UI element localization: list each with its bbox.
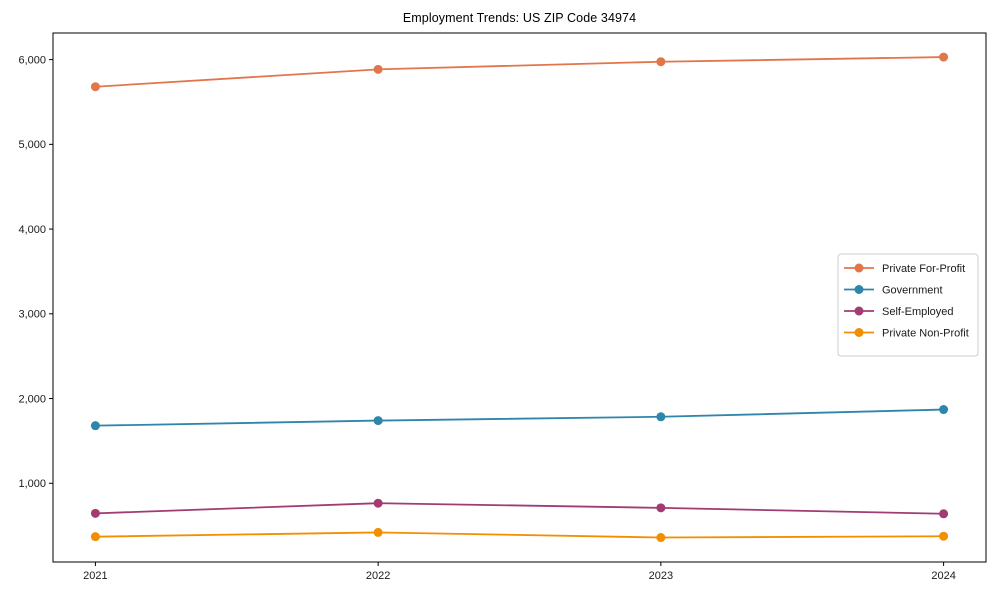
y-tick-label: 3,000 bbox=[18, 309, 46, 321]
y-tick-label: 5,000 bbox=[18, 139, 46, 151]
chart-title: Employment Trends: US ZIP Code 34974 bbox=[402, 11, 637, 25]
data-point-private-non-profit bbox=[939, 531, 949, 541]
series-line-self-employed bbox=[95, 502, 944, 515]
plot-border bbox=[52, 32, 987, 563]
x-tick-label: 2022 bbox=[366, 570, 390, 582]
data-point-private-non-profit bbox=[656, 533, 666, 543]
y-tick-label: 4,000 bbox=[18, 224, 46, 236]
series-line-government bbox=[95, 408, 944, 427]
data-point-government bbox=[656, 412, 666, 422]
y-tick-label: 2,000 bbox=[18, 393, 46, 405]
x-tick-label: 2021 bbox=[83, 570, 107, 582]
legend-label-government: Government bbox=[882, 284, 943, 296]
data-point-government bbox=[373, 416, 383, 426]
y-tick-label: 1,000 bbox=[18, 478, 46, 490]
data-point-self-employed bbox=[90, 508, 100, 518]
data-point-private-for-profit bbox=[656, 57, 666, 67]
data-point-self-employed bbox=[656, 503, 666, 513]
legend-label-private-for-profit: Private For-Profit bbox=[882, 263, 965, 275]
data-point-private-for-profit bbox=[939, 52, 949, 62]
legend-box bbox=[837, 253, 979, 357]
legend-marker-icon-government bbox=[854, 285, 864, 294]
data-point-private-non-profit bbox=[373, 527, 383, 537]
y-tick-label: 6,000 bbox=[18, 54, 46, 66]
legend-label-private-non-profit: Private Non-Profit bbox=[882, 327, 969, 339]
legend-label-self-employed: Self-Employed bbox=[882, 306, 954, 318]
x-tick-label: 2023 bbox=[649, 570, 673, 582]
series-line-private-non-profit bbox=[95, 531, 944, 539]
data-point-government bbox=[90, 421, 100, 431]
data-point-government bbox=[939, 405, 949, 415]
legend-marker-icon-private-for-profit bbox=[854, 263, 864, 273]
data-point-private-non-profit bbox=[90, 532, 100, 542]
data-point-private-for-profit bbox=[90, 82, 100, 92]
data-point-self-employed bbox=[939, 509, 949, 519]
legend-marker-icon-self-employed bbox=[854, 306, 864, 316]
data-point-self-employed bbox=[373, 498, 383, 508]
data-point-private-for-profit bbox=[373, 64, 383, 74]
legend-marker-icon-private-non-profit bbox=[854, 328, 864, 337]
series-line-private-for-profit bbox=[95, 56, 944, 88]
x-tick-label: 2024 bbox=[931, 570, 955, 582]
